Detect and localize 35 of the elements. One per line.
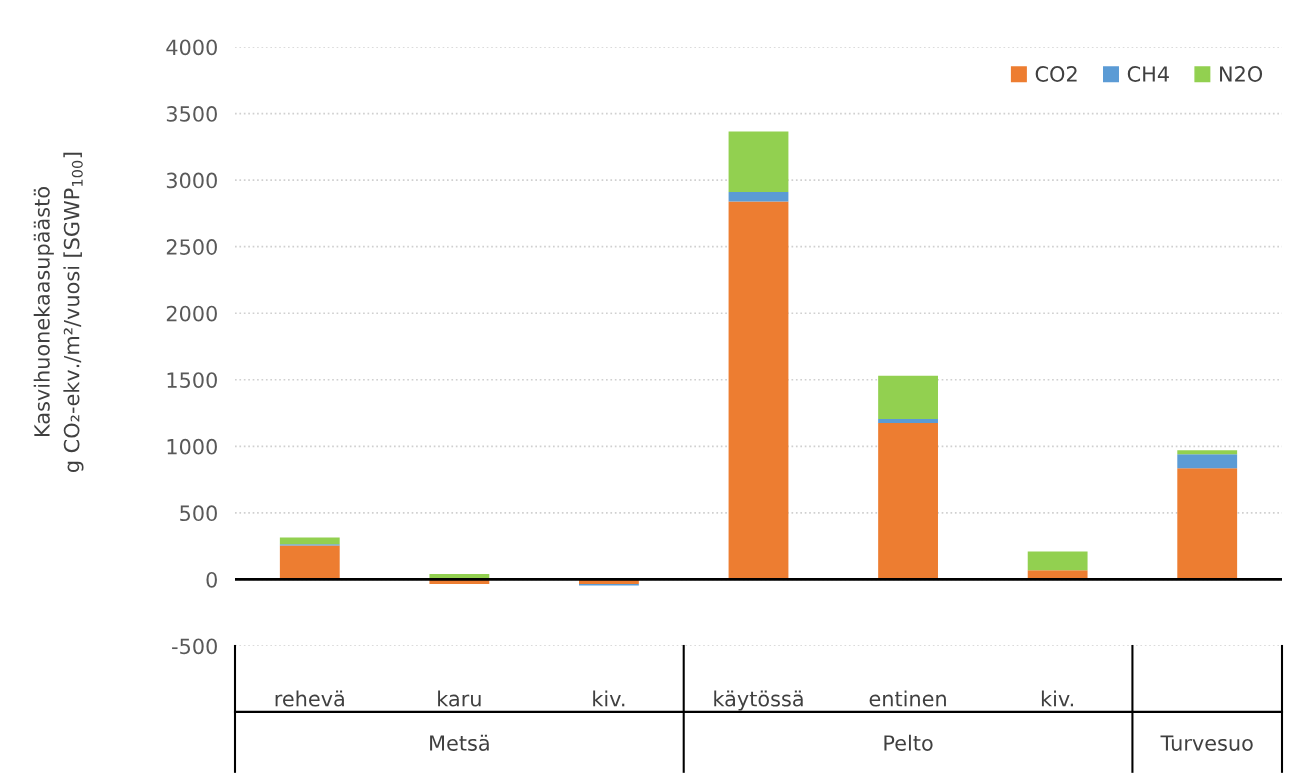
x-tick-label: karu [438, 690, 481, 707]
bar [279, 545, 340, 580]
bar [1027, 551, 1088, 571]
y-tick-label: 1500 [167, 372, 217, 388]
y-tick-label: 3000 [166, 172, 217, 189]
text: Turvesuo [1160, 735, 1253, 751]
bar [878, 419, 938, 424]
x-tick-label: entinen [869, 690, 946, 707]
bar [279, 537, 340, 545]
x-tick-label: rehevä [275, 690, 344, 707]
x-tick-label: kiv. [593, 690, 625, 707]
legend-label: CO2 [1035, 66, 1077, 82]
bar [728, 201, 789, 580]
legend-label: N2O [1220, 66, 1263, 82]
y-tick-label: 4000 [166, 39, 217, 56]
y-tick-label: 0 [206, 571, 217, 588]
bar [1177, 450, 1238, 455]
y-tick-label: 3500 [166, 106, 217, 122]
y-tick-label: 1000 [167, 438, 217, 455]
bar [878, 423, 938, 580]
y-tick-label: 2000 [166, 305, 217, 322]
bar [1177, 468, 1238, 580]
text: Metsä [430, 734, 489, 751]
bar [878, 375, 938, 420]
y-tick-label: 2500 [166, 239, 217, 255]
bar [728, 131, 789, 193]
y-tick-label: 500 [180, 505, 217, 522]
x-tick-label: kiv. [1041, 690, 1073, 707]
text: Pelto [884, 734, 933, 751]
y-tick-label: -500 [172, 638, 217, 655]
legend-label: CH4 [1127, 66, 1169, 82]
x-tick-label: käytössä [714, 690, 803, 711]
bar [728, 192, 789, 202]
bar [1177, 454, 1238, 469]
y-axis-title: Kasvihuonekaasupäästö g CO₂-ekv./m²/vuosi [SGWP$_{100}$] [33, 152, 84, 472]
